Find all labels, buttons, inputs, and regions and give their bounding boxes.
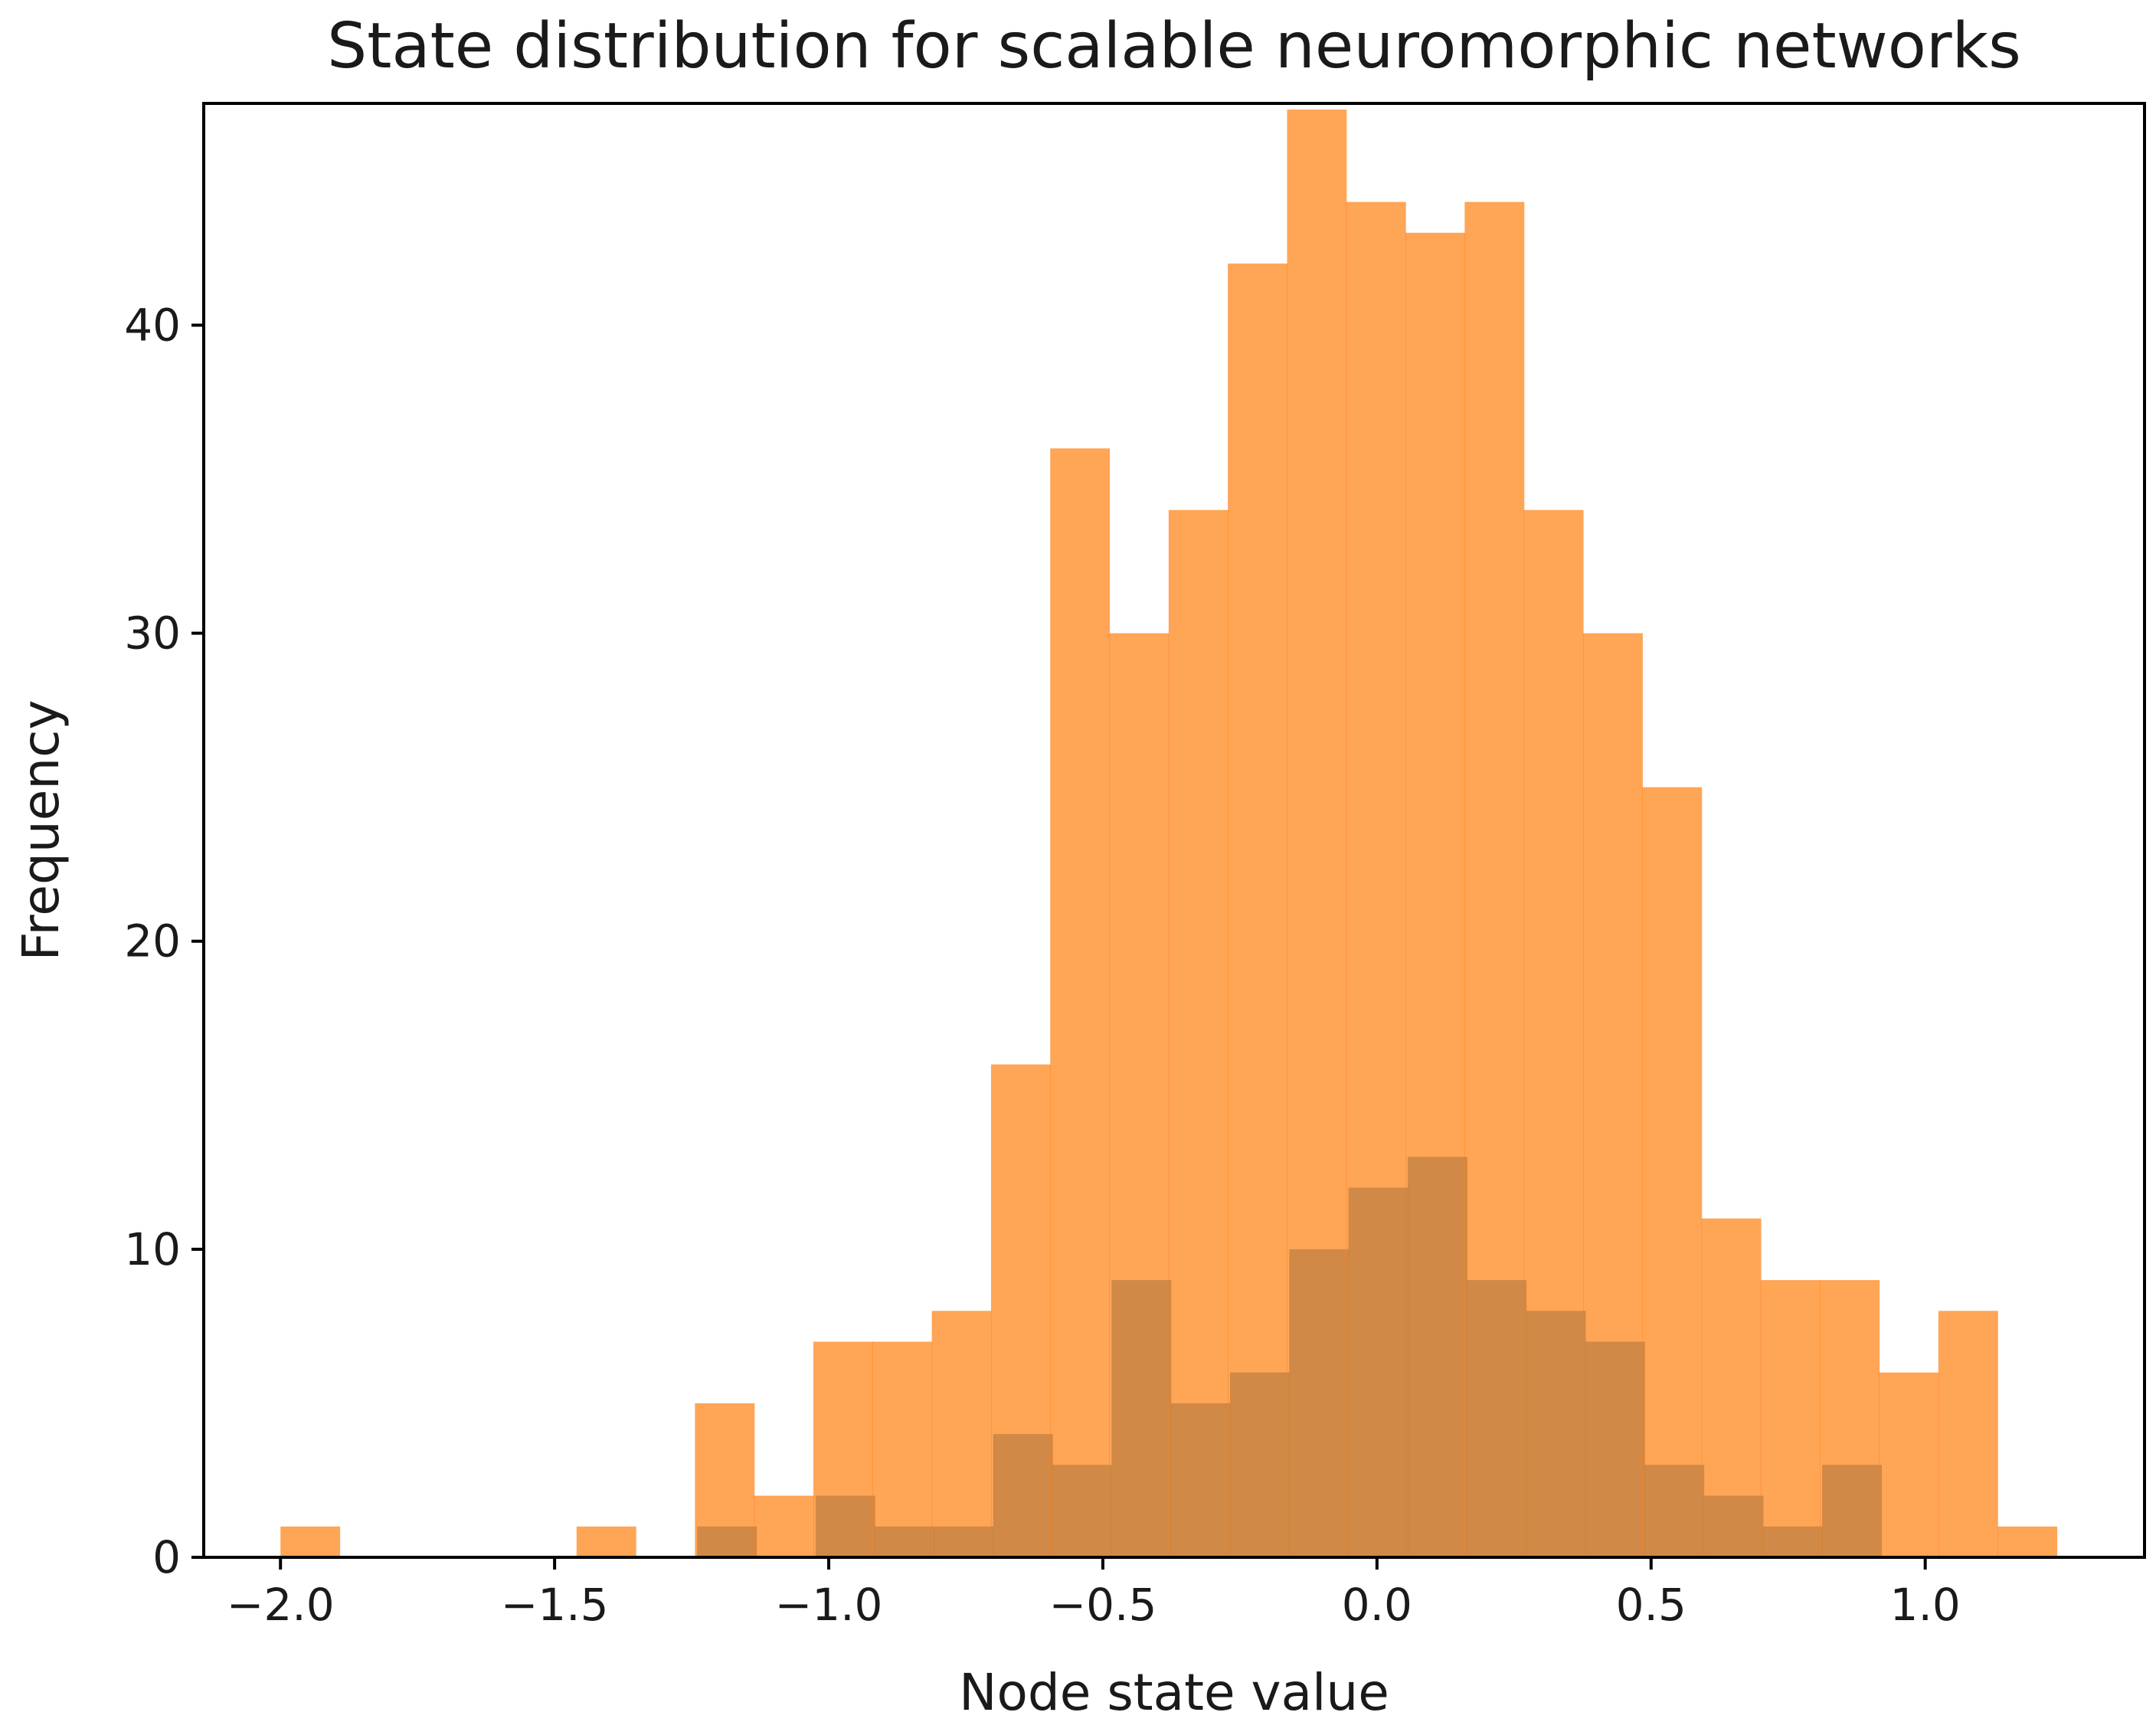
x-tick-label: −2.0 bbox=[227, 1579, 335, 1631]
histogram-bar-series-2 bbox=[1523, 509, 1584, 1557]
histogram-bar-series-2 bbox=[1050, 448, 1111, 1557]
x-tick-label: −1.0 bbox=[775, 1579, 883, 1631]
histogram-bar-series-2 bbox=[931, 1311, 992, 1557]
x-tick-label: 0.5 bbox=[1616, 1579, 1687, 1631]
histogram-bar-series-2 bbox=[1760, 1280, 1821, 1557]
y-tick-label: 0 bbox=[152, 1531, 181, 1583]
histogram-bar-series-2 bbox=[1583, 633, 1643, 1557]
histogram-bar-series-2 bbox=[1997, 1526, 2058, 1557]
histogram-bar-series-2 bbox=[1287, 110, 1347, 1557]
histogram-bar-series-2 bbox=[1168, 509, 1228, 1557]
histogram-bar-series-2 bbox=[1228, 264, 1288, 1557]
ticks-layer: −2.0 −1.5 −1.0 −0.5 0.0 0.5 1.0 0 10 20 30 40 bbox=[124, 299, 1961, 1631]
histogram-bar-series-2 bbox=[1464, 201, 1525, 1557]
histogram-bar-series-2 bbox=[280, 1526, 341, 1557]
x-axis-label: Node state value bbox=[959, 1663, 1389, 1722]
histogram-bar-series-2 bbox=[754, 1495, 814, 1557]
bars-layer bbox=[280, 110, 2058, 1558]
histogram-bar-series-2 bbox=[1642, 787, 1703, 1557]
x-tick-label: 1.0 bbox=[1890, 1579, 1961, 1631]
x-tick-label: −0.5 bbox=[1049, 1579, 1157, 1631]
histogram-bar-series-2 bbox=[813, 1341, 873, 1557]
histogram-bar-series-2 bbox=[990, 1064, 1051, 1557]
histogram-bar-series-2 bbox=[1820, 1280, 1880, 1557]
histogram-bar-series-2 bbox=[1109, 633, 1170, 1557]
histogram-bar-series-2 bbox=[1938, 1311, 1998, 1557]
histogram-bar-series-2 bbox=[1701, 1218, 1762, 1557]
histogram-bar-series-2 bbox=[1405, 232, 1465, 1558]
plot-frame bbox=[202, 102, 2146, 1559]
y-tick-label: 30 bbox=[124, 607, 181, 660]
y-axis-label: Frequency bbox=[11, 700, 70, 961]
x-tick-label: −1.5 bbox=[501, 1579, 609, 1631]
y-tick-label: 40 bbox=[124, 299, 181, 351]
y-tick-label: 20 bbox=[124, 915, 181, 967]
histogram-bar-series-2 bbox=[576, 1526, 636, 1557]
histogram-bar-series-2 bbox=[1879, 1372, 1939, 1557]
y-tick-label: 10 bbox=[124, 1223, 181, 1275]
chart-title: State distribution for scalable neuromor… bbox=[327, 10, 2021, 83]
histogram-bar-series-2 bbox=[1346, 201, 1406, 1557]
x-tick-label: 0.0 bbox=[1342, 1579, 1412, 1631]
histogram-bar-series-2 bbox=[872, 1341, 933, 1557]
histogram-bar-series-2 bbox=[695, 1403, 755, 1557]
